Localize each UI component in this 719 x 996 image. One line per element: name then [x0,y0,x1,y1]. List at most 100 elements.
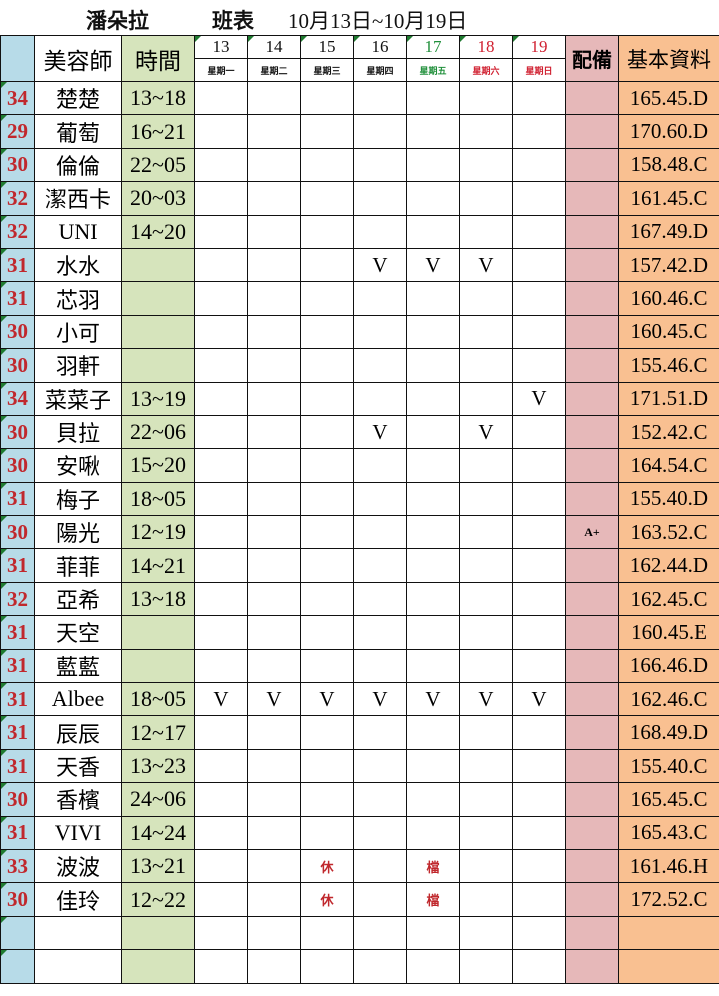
day-cell[interactable] [512,147,566,183]
day-cell[interactable]: V [512,682,566,717]
day-cell[interactable]: V [459,414,513,450]
day-cell[interactable] [194,181,248,216]
day-cell[interactable] [194,615,248,650]
time-cell[interactable]: 14~20 [121,214,195,249]
day-cell[interactable] [512,915,566,951]
age-cell[interactable] [0,949,35,984]
equip-cell[interactable] [565,348,619,383]
day-cell[interactable] [247,848,301,884]
name-cell[interactable]: 香檳 [34,782,122,817]
day-cell[interactable] [300,414,354,450]
age-cell[interactable]: 31 [0,648,35,684]
name-cell[interactable]: 陽光 [34,515,122,550]
time-cell[interactable]: 13~18 [121,581,195,617]
name-cell[interactable]: 波波 [34,848,122,884]
day-cell[interactable] [194,147,248,183]
day-cell[interactable] [406,214,460,249]
day-cell[interactable] [300,648,354,684]
name-cell[interactable]: 佳玲 [34,882,122,917]
day-cell[interactable] [406,548,460,583]
day-cell[interactable] [406,80,460,116]
time-cell[interactable]: 14~24 [121,815,195,850]
name-cell[interactable]: 芯羽 [34,281,122,316]
time-cell[interactable]: 15~20 [121,448,195,483]
day-cell[interactable] [300,114,354,149]
day-cell[interactable]: V [247,682,301,717]
day-cell[interactable] [512,281,566,316]
day-cell[interactable] [194,114,248,149]
day-cell[interactable] [406,448,460,483]
day-cell[interactable] [247,281,301,316]
day-cell[interactable] [247,648,301,684]
name-cell[interactable]: 水水 [34,247,122,283]
day-cell[interactable] [194,548,248,583]
day-cell[interactable] [459,715,513,750]
day-cell[interactable]: V [512,381,566,416]
day-cell[interactable] [406,648,460,684]
day-cell[interactable] [300,615,354,650]
time-cell[interactable]: 13~21 [121,848,195,884]
day-cell[interactable] [459,581,513,617]
day-cell[interactable] [300,348,354,383]
info-cell[interactable]: 161.45.C [618,181,719,216]
time-cell[interactable]: 13~23 [121,748,195,784]
time-cell[interactable] [121,247,195,283]
info-cell[interactable]: 164.54.C [618,448,719,483]
day-cell[interactable] [300,448,354,483]
day-cell[interactable] [247,615,301,650]
info-cell[interactable]: 158.48.C [618,147,719,183]
day-cell[interactable] [353,114,407,149]
day-cell[interactable] [459,281,513,316]
day-cell[interactable] [406,782,460,817]
age-cell[interactable]: 31 [0,281,35,316]
day-cell[interactable] [247,715,301,750]
day-cell[interactable] [406,348,460,383]
info-cell[interactable]: 155.40.C [618,748,719,784]
day-cell[interactable] [512,181,566,216]
day-cell[interactable] [406,815,460,850]
name-cell[interactable]: 楚楚 [34,80,122,116]
day-cell[interactable] [353,882,407,917]
day-cell[interactable] [353,848,407,884]
day-cell[interactable] [512,80,566,116]
equip-cell[interactable] [565,815,619,850]
time-cell[interactable]: 14~21 [121,548,195,583]
day-cell[interactable] [353,949,407,984]
name-cell[interactable]: UNI [34,214,122,249]
day-cell[interactable] [194,80,248,116]
info-cell[interactable] [618,915,719,951]
day-cell[interactable] [247,782,301,817]
day-cell[interactable] [512,882,566,917]
day-cell[interactable] [459,348,513,383]
age-cell[interactable]: 30 [0,314,35,350]
day-cell[interactable] [247,915,301,951]
equip-cell[interactable] [565,915,619,951]
age-cell[interactable]: 30 [0,882,35,917]
age-cell[interactable]: 31 [0,682,35,717]
equip-cell[interactable] [565,481,619,517]
day-cell[interactable] [406,381,460,416]
info-cell[interactable]: 162.46.C [618,682,719,717]
day-cell[interactable] [459,815,513,850]
day-cell[interactable] [194,648,248,684]
time-cell[interactable] [121,314,195,350]
day-cell[interactable] [247,147,301,183]
day-cell[interactable] [194,247,248,283]
day-cell[interactable] [459,80,513,116]
info-cell[interactable]: 163.52.C [618,515,719,550]
day-cell[interactable]: V [194,682,248,717]
day-cell[interactable] [194,348,248,383]
info-cell[interactable]: 171.51.D [618,381,719,416]
day-cell[interactable] [194,748,248,784]
time-cell[interactable]: 13~18 [121,80,195,116]
name-cell[interactable]: 倫倫 [34,147,122,183]
age-cell[interactable]: 30 [0,147,35,183]
day-cell[interactable] [406,481,460,517]
age-cell[interactable]: 32 [0,581,35,617]
day-cell[interactable]: V [406,247,460,283]
day-cell[interactable] [512,715,566,750]
day-cell[interactable] [194,515,248,550]
day-cell[interactable] [300,949,354,984]
time-cell[interactable]: 16~21 [121,114,195,149]
day-cell[interactable] [459,882,513,917]
